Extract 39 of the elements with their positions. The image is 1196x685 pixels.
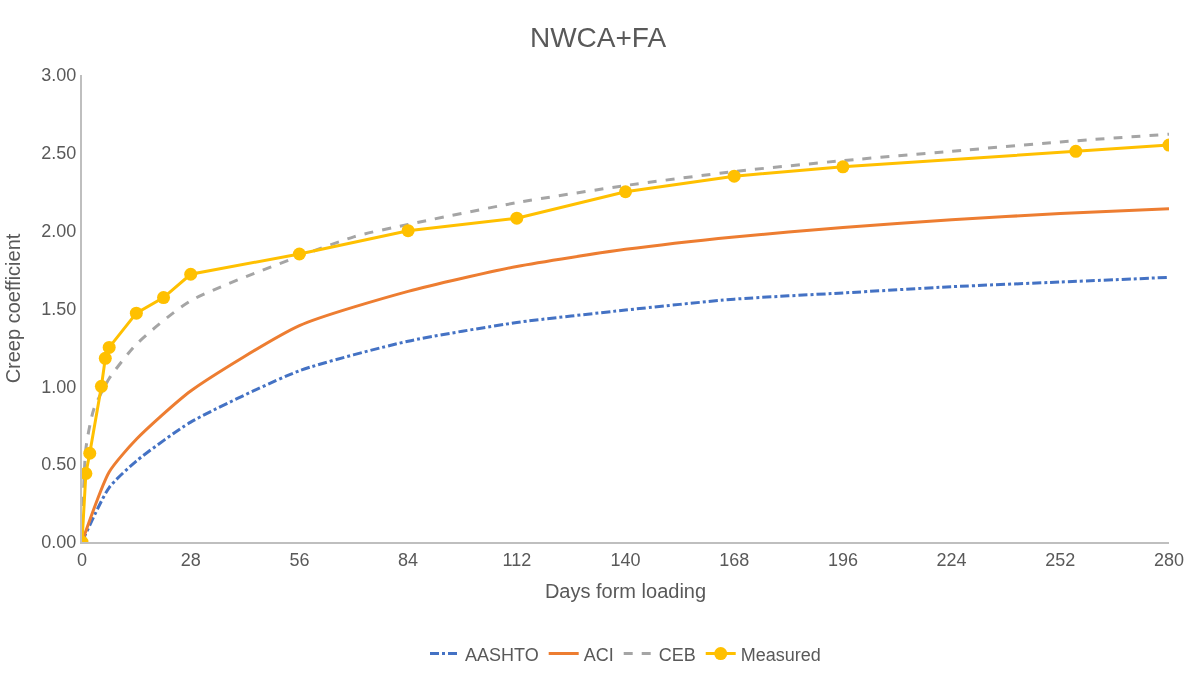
y-tick-label: 1.50 (41, 298, 77, 319)
x-tick-label: 56 (289, 549, 310, 570)
x-axis-title: Days form loading (544, 579, 707, 602)
point (836, 160, 850, 174)
y-tick-label: 0.00 (41, 532, 77, 553)
point (401, 224, 415, 238)
y-tick-label: 2.50 (41, 143, 77, 164)
y-tick-label: 1.00 (41, 376, 77, 397)
legend-label: ACI (583, 644, 614, 665)
y-tick-label: 2.00 (41, 220, 77, 241)
point (98, 351, 112, 365)
legend-label: AASHTO (465, 644, 539, 665)
x-tick-label: 224 (936, 549, 967, 570)
x-tick-label: 84 (398, 549, 419, 570)
x-tick-label: 280 (1153, 549, 1185, 570)
y-tick-label: 0.50 (41, 454, 77, 475)
x-tick-label: 252 (1045, 549, 1076, 570)
x-tick-label: 0 (76, 549, 88, 570)
point (619, 185, 632, 199)
point (94, 379, 108, 393)
point (129, 306, 143, 320)
x-tick-label: 140 (610, 549, 641, 570)
point (510, 211, 524, 225)
legend-label: Measured (740, 644, 821, 665)
chart-title: NWCA+FA (529, 22, 667, 53)
point (83, 446, 97, 460)
x-tick-label: 168 (719, 549, 750, 570)
y-axis-title: Creep coefficient (2, 233, 25, 384)
legend-label: CEB (658, 644, 696, 665)
point (184, 267, 198, 281)
point (157, 291, 171, 305)
point (727, 169, 741, 183)
x-tick-label: 112 (502, 549, 532, 570)
point (292, 247, 306, 261)
point (1069, 144, 1083, 158)
y-tick-label: 3.00 (41, 65, 77, 86)
x-tick-label: 196 (827, 549, 858, 570)
point (102, 340, 116, 354)
x-tick-label: 28 (180, 549, 201, 570)
